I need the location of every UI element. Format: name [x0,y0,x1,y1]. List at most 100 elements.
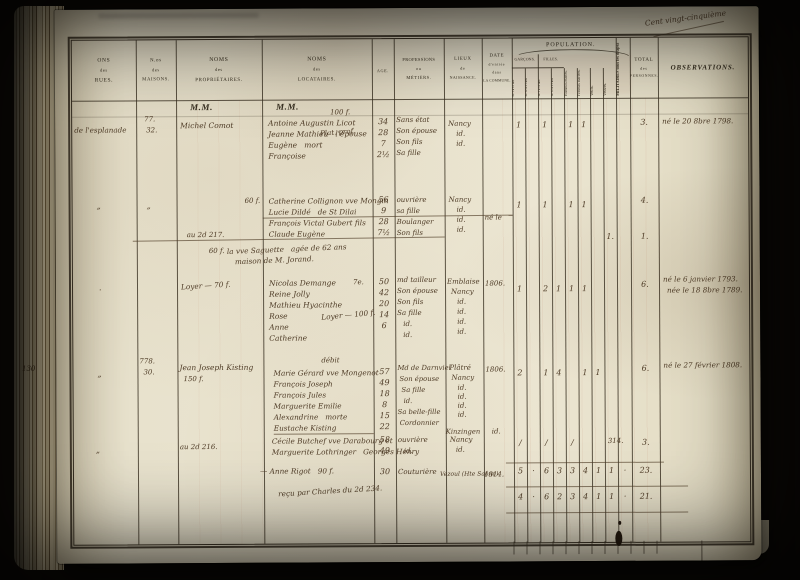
entry-date: 1806. [484,279,506,288]
population-mark: 1 [555,284,562,294]
age-value: 2½ [376,150,390,160]
age-value: 6 [381,321,387,331]
population-mark: 1 [581,120,587,130]
street-ditto: · [98,285,102,295]
house-number: 77. [144,115,156,124]
profession: Sa fille [401,385,426,395]
totals-cell: 3 [556,466,563,476]
age-value: 22 [379,422,390,432]
profession: Son fils [397,297,424,307]
birthplace: id. [455,445,465,454]
population-mark: 1. [606,231,615,241]
population-mark: 1 [581,200,587,210]
totals-sum: 23. [639,465,653,475]
profession: Son fils [396,137,423,147]
profession: id. [403,330,413,340]
street-ditto: „ [97,369,102,379]
profession: Md de Darnviel [397,363,451,373]
header-total: TOTAL [634,57,654,63]
birthplace: id. [457,327,467,336]
profession: Son épouse [396,126,438,136]
ink-blot [615,530,623,546]
tenant-name: Eugène mort [268,140,323,150]
header-rues-b: RUES. [94,77,114,84]
header-age: AGE. [376,68,389,74]
profession: ouvrière [396,195,427,205]
population-mark: 1 [582,368,588,378]
age-value: 30 [379,467,391,477]
age-value: 49 [379,446,390,456]
tenant-name: François Joseph [273,379,333,389]
totals-cell: 3 [569,466,576,476]
age-value: 56 [378,195,389,205]
header-proprietaires-des: des [214,66,223,73]
receipt-note: reçu par Charles du 2d 234. [277,483,383,499]
age-value: 57 [379,367,390,377]
age-value: 28 [378,128,389,138]
totals-cell: · [623,465,627,475]
header-professions-ou: ou [416,65,422,71]
header-professions-b: MÉTIERS. [406,74,432,81]
profession: Son épouse [397,286,438,296]
population-mark: ∕ [544,438,548,448]
ledger-page: Cent vingt-cinquième [54,6,762,564]
birthplace: id. [457,410,467,419]
tenant-name: Catherine Collignon vve Mongin [268,196,389,206]
entry-date-ditto: id. [491,427,501,436]
header-militaires: MILITAIRES sous les drapeaux. [615,42,621,96]
totals-cell: 3 [570,492,576,502]
observation: né le 6 janvier 1793. [662,274,738,284]
totals-cell: · [623,491,627,501]
population-mark: ∕ [518,438,522,448]
tenant-name: Eustache Kisting [273,423,337,433]
header-lieux: LIEUX [454,56,472,62]
rent-note: 60 f. [244,196,261,205]
population-mark: 1 [595,367,601,378]
entry-date: 1814. [483,470,505,479]
profession: md tailleur [396,275,437,285]
marginal-note: au 2d 216. [179,442,218,452]
totals-cell: 5 [517,466,524,476]
header-observations: OBSERVATIONS. [670,63,736,72]
header-rues-des: des [99,67,108,73]
profession: id. [403,319,413,329]
age-value: 14 [379,310,390,320]
header-date-4: LA COMMUNE. [483,78,511,83]
birthplace: id. [456,225,466,234]
bleed-through [176,99,265,545]
marginal-note: débit [321,356,340,365]
totals-cell: 6 [543,466,550,476]
header-subcol-veufs: Veufs. [589,85,595,97]
header-locataires-b: LOCATAIRES. [297,77,336,83]
header-maisons: N.os [149,58,162,64]
header-lieux-b: NAISSANCE. [449,74,477,80]
house-number: 32. [146,126,158,135]
age-value: 20 [378,299,390,309]
street-ditto: „ [95,445,101,455]
totals-rule [505,461,664,464]
population-mark: 1 [568,120,574,130]
rent-note: 60 f. [208,246,225,256]
totals-cell: · [532,492,535,502]
tenant-name: Mathieu Hyacinthe [269,300,343,310]
header-maisons-b: MAISONS. [142,77,170,83]
header-subcol-filles-2: de 12 à 21 ans [550,77,555,97]
population-mark: 4 [556,368,562,378]
totals-sum: 21. [639,491,653,501]
header-proprietaires-b: PROPRIÉTAIRES. [195,77,243,84]
tenant-name: Marguerite Emilie [273,401,342,411]
house-number: 778. [139,357,156,366]
header-professions: PROFESSIONS [402,56,436,63]
totals-cell: · [532,466,535,476]
profession: Son fils [396,228,423,238]
population-mark: 1 [581,284,588,294]
tenant-name: Françoise [268,151,306,161]
entry-date: 1806. [485,365,506,374]
header-filles: FILLES. [543,57,559,62]
header-rule [72,97,749,102]
ink-dot [618,520,622,525]
profession: Sans état [396,115,430,125]
header-garcons: GARÇONS. [514,57,536,62]
header-subcol-hommes-maries: Hommes mariés. [563,70,569,97]
